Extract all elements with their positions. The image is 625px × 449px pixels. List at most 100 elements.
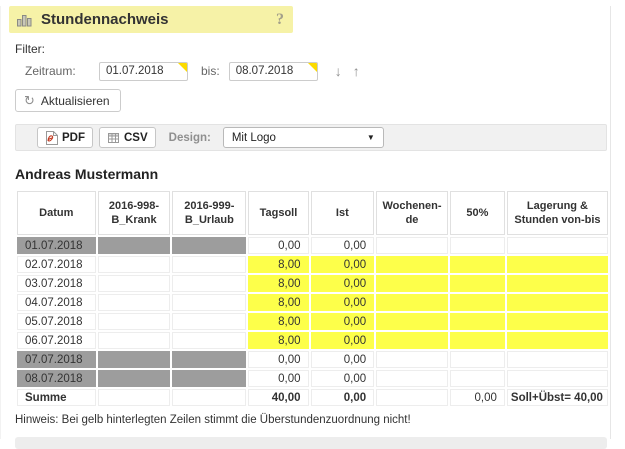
hours-table: Datum 2016-998-B_Krank 2016-999-B_Urlaub Ta…: [15, 189, 610, 408]
cell-urlaub: [172, 351, 247, 368]
period-forward-icon[interactable]: ↑: [352, 63, 360, 79]
summary-row: Summe 40,00 0,00 0,00 Soll+Übst= 40,00: [17, 389, 608, 406]
date-from-input[interactable]: 01.07.2018: [99, 61, 188, 81]
zeitraum-row: Zeitraum: 01.07.2018 bis: 08.07.2018 ↓ ↑: [25, 61, 610, 81]
csv-button[interactable]: CSV: [99, 127, 156, 148]
cell-wochenende: [376, 370, 448, 387]
column-header: 2016-998-B_Krank: [97, 191, 171, 235]
zeitraum-label: Zeitraum:: [25, 64, 76, 78]
employee-name: Andreas Mustermann: [15, 166, 159, 182]
column-header: Tagsoll: [248, 191, 309, 235]
help-icon[interactable]: ?: [276, 10, 284, 28]
cell-datum: 03.07.2018: [17, 275, 96, 292]
cell-fifty: [449, 332, 505, 349]
date-to-input[interactable]: 08.07.2018: [228, 61, 318, 81]
cell-datum: 04.07.2018: [17, 294, 96, 311]
summary-label: Summe: [17, 389, 96, 406]
cell-tagsoll: 0,00: [248, 237, 309, 254]
table-row: 01.07.2018 0,00 0,00: [17, 237, 608, 254]
cell-tagsoll: 8,00: [248, 313, 309, 330]
cell-tagsoll: 8,00: [248, 332, 309, 349]
cell-ist: 0,00: [310, 351, 375, 368]
cell-fifty: [449, 256, 505, 273]
column-header: Lagerung & Stunden von-bis: [506, 191, 608, 235]
summary-tagsoll: 40,00: [248, 389, 309, 406]
column-header: 50%: [449, 191, 505, 235]
cell-krank: [97, 237, 171, 254]
cell-lagerung: [506, 237, 608, 254]
summary-urlaub-cell: [172, 389, 247, 406]
table-header-row: Datum 2016-998-B_Krank 2016-999-B_Urlaub Ta…: [17, 191, 608, 235]
cell-tagsoll: 8,00: [248, 275, 309, 292]
pdf-button-label: PDF: [62, 131, 85, 144]
cell-fifty: [449, 370, 505, 387]
column-header: Ist: [310, 191, 375, 235]
cell-datum: 02.07.2018: [17, 256, 96, 273]
cell-tagsoll: 8,00: [248, 294, 309, 311]
summary-wochenende-cell: [376, 389, 448, 406]
cell-ist: 0,00: [310, 370, 375, 387]
export-toolbar: PDF CSV Design: Mit Logo ▼: [15, 124, 607, 151]
csv-icon: [107, 131, 120, 144]
cell-wochenende: [376, 313, 448, 330]
summary-fifty: 0,00: [449, 389, 505, 406]
cell-fifty: [449, 237, 505, 254]
cell-ist: 0,00: [310, 313, 375, 330]
cell-wochenende: [376, 332, 448, 349]
cell-krank: [97, 313, 171, 330]
design-select[interactable]: Mit Logo ▼: [222, 127, 384, 148]
cell-wochenende: [376, 237, 448, 254]
cell-urlaub: [172, 275, 247, 292]
cell-urlaub: [172, 237, 247, 254]
cell-lagerung: [506, 370, 608, 387]
summary-lagerung: Soll+Übst= 40,00: [506, 389, 608, 406]
bis-label: bis:: [201, 64, 220, 78]
csv-button-label: CSV: [124, 131, 148, 144]
cell-krank: [97, 256, 171, 273]
date-from-value: 01.07.2018: [106, 65, 164, 77]
period-nav: ↓ ↑: [335, 64, 360, 78]
summary-ist: 0,00: [310, 389, 375, 406]
refresh-button-label: Aktualisieren: [40, 93, 110, 108]
cell-wochenende: [376, 275, 448, 292]
date-to-value: 08.07.2018: [235, 65, 294, 77]
cell-ist: 0,00: [310, 332, 375, 349]
cell-wochenende: [376, 294, 448, 311]
cell-urlaub: [172, 294, 247, 311]
refresh-icon: ↻: [24, 93, 35, 108]
period-back-icon[interactable]: ↓: [334, 63, 342, 79]
table-row: 04.07.2018 8,00 0,00: [17, 294, 608, 311]
chevron-down-icon: ▼: [366, 133, 375, 142]
refresh-button[interactable]: ↻ Aktualisieren: [15, 89, 121, 112]
cell-ist: 0,00: [310, 294, 375, 311]
cell-datum: 05.07.2018: [17, 313, 96, 330]
cell-fifty: [449, 351, 505, 368]
cell-lagerung: [506, 313, 608, 330]
pdf-icon: [45, 130, 58, 145]
cell-lagerung: [506, 294, 608, 311]
cell-ist: 0,00: [310, 237, 375, 254]
cell-krank: [97, 275, 171, 292]
cell-datum: 01.07.2018: [17, 237, 96, 254]
cell-datum: 08.07.2018: [17, 370, 96, 387]
footer-bar: [15, 437, 607, 449]
table-row: 05.07.2018 8,00 0,00: [17, 313, 608, 330]
table-row: 03.07.2018 8,00 0,00: [17, 275, 608, 292]
cell-ist: 0,00: [310, 275, 375, 292]
cell-ist: 0,00: [310, 256, 375, 273]
page-header: Stundennachweis ?: [9, 6, 293, 33]
cell-tagsoll: 0,00: [248, 370, 309, 387]
calendar-corner-icon: [307, 62, 317, 72]
cell-krank: [97, 332, 171, 349]
page-title: Stundennachweis: [41, 11, 169, 28]
cell-lagerung: [506, 332, 608, 349]
cell-tagsoll: 0,00: [248, 351, 309, 368]
cell-urlaub: [172, 313, 247, 330]
cell-fifty: [449, 294, 505, 311]
pdf-button[interactable]: PDF: [37, 127, 93, 148]
cell-lagerung: [506, 351, 608, 368]
design-select-value: Mit Logo: [231, 131, 276, 144]
table-row: 06.07.2018 8,00 0,00: [17, 332, 608, 349]
column-header: Wochenen-de: [376, 191, 448, 235]
column-header: 2016-999-B_Urlaub: [172, 191, 247, 235]
